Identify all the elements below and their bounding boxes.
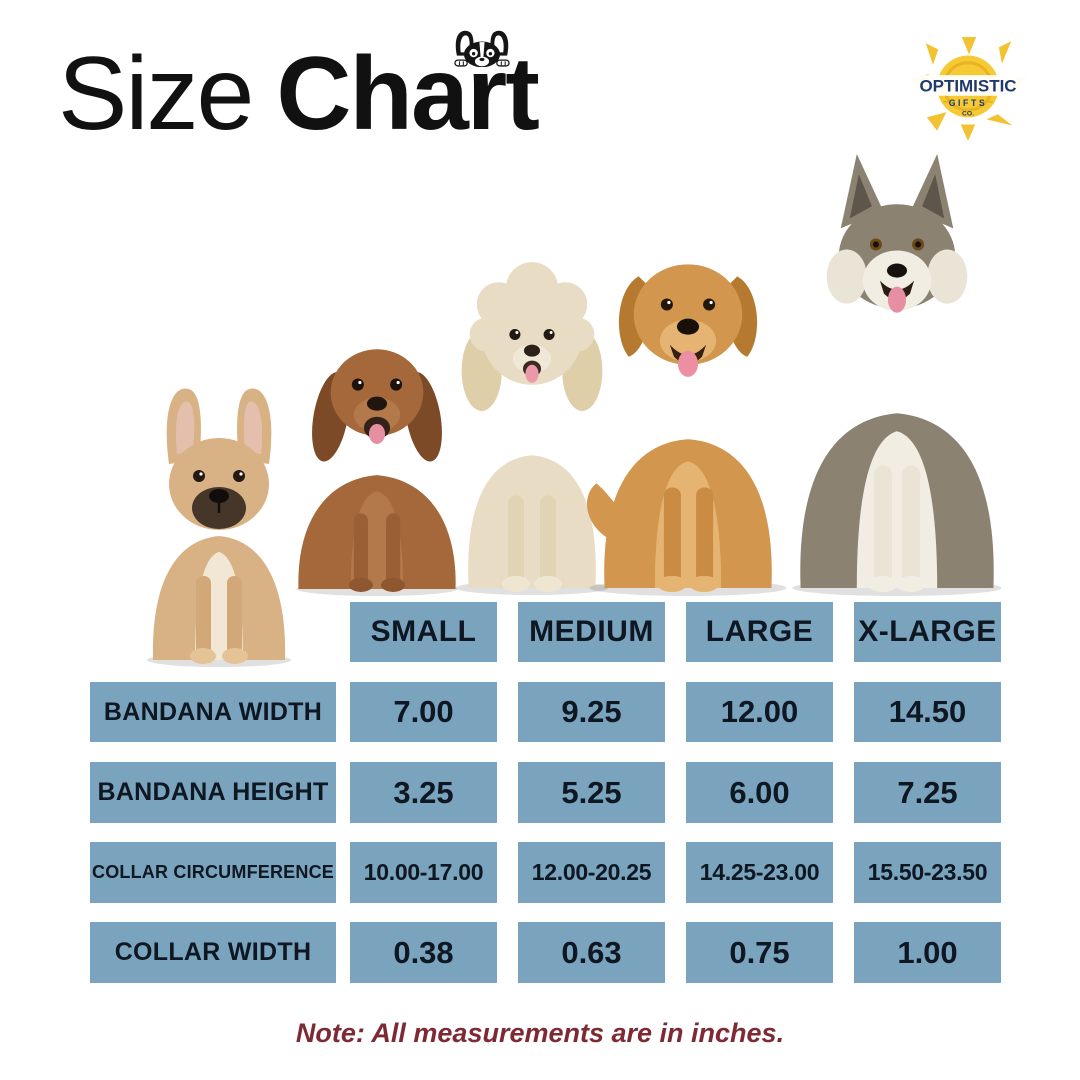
value-cell: 5.25 (518, 762, 665, 823)
value-cell: 12.00-20.25 (518, 842, 665, 903)
brand-logo: OPTIMISTIC GIFTS CO. (898, 36, 1038, 146)
poodle-image (446, 242, 618, 596)
value-cell: 7.25 (854, 762, 1001, 823)
value-cell: 9.25 (518, 682, 665, 742)
column-header-small: SMALL (350, 602, 497, 662)
column-header-xlarge: X-LARGE (854, 602, 1001, 662)
table-row-bandana-height: BANDANA HEIGHT 3.25 5.25 6.00 7.25 (0, 762, 1080, 823)
value-cell: 0.75 (686, 922, 833, 983)
table-row-collar-circumference: COLLAR CIRCUMFERENCE 10.00-17.00 12.00-2… (0, 842, 1080, 903)
table-row-bandana-width: BANDANA WIDTH 7.00 9.25 12.00 14.50 (0, 682, 1080, 742)
table-header-row: SMALL MEDIUM LARGE X-LARGE (0, 602, 1080, 662)
value-cell: 14.25-23.00 (686, 842, 833, 903)
french-bulldog-image (138, 372, 300, 668)
value-cell: 12.00 (686, 682, 833, 742)
brand-gifts: GIFTS (949, 98, 988, 108)
value-cell: 15.50-23.50 (854, 842, 1001, 903)
column-header-medium: MEDIUM (518, 602, 665, 662)
value-cell: 6.00 (686, 762, 833, 823)
brand-co: CO. (962, 110, 974, 117)
dachshund-image (286, 306, 468, 596)
husky-image (776, 144, 1018, 596)
column-header-large: LARGE (686, 602, 833, 662)
table-row-collar-width: COLLAR WIDTH 0.38 0.63 0.75 1.00 (0, 922, 1080, 983)
row-label: COLLAR CIRCUMFERENCE (90, 842, 336, 903)
value-cell: 14.50 (854, 682, 1001, 742)
row-label: BANDANA WIDTH (90, 682, 336, 742)
golden-retriever-image (580, 202, 797, 596)
value-cell: 0.38 (350, 922, 497, 983)
note-text: Note: All measurements are in inches. (295, 1018, 785, 1048)
brand-name: OPTIMISTIC (919, 77, 1016, 96)
row-label: COLLAR WIDTH (90, 922, 336, 983)
row-label: BANDANA HEIGHT (90, 762, 336, 823)
value-cell: 10.00-17.00 (350, 842, 497, 903)
value-cell: 3.25 (350, 762, 497, 823)
value-cell: 7.00 (350, 682, 497, 742)
value-cell: 1.00 (854, 922, 1001, 983)
bulldog-peek-icon (444, 26, 520, 78)
value-cell: 0.63 (518, 922, 665, 983)
title-word-size: Size (58, 36, 254, 152)
